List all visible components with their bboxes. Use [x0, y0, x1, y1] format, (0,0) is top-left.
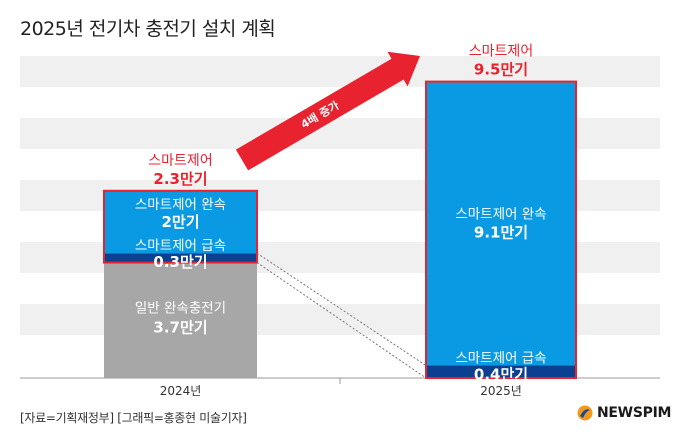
total-label-value: 2.3만기: [153, 170, 207, 188]
total-label-value: 9.5만기: [474, 61, 528, 79]
bar-smart-slow-2024년: [104, 190, 257, 254]
growth-arrow: [235, 51, 420, 171]
segment-label-name: 스마트제어 급속: [455, 351, 546, 367]
segment-label-name: 일반 완속충전기: [135, 300, 226, 316]
segment-label-name: 스마트제어 완속: [455, 207, 546, 223]
chart-title: 2025년 전기차 충전기 설치 계획: [20, 18, 276, 40]
segment-label-value: 0.4만기: [474, 366, 528, 384]
newspim-logo-text: NEWSPIM: [597, 405, 672, 421]
bar-general-slow-2024년: [104, 262, 257, 378]
segment-label-value: 2만기: [161, 213, 199, 231]
segment-label-value: 3.7만기: [153, 318, 207, 336]
total-label-name: 스마트제어: [148, 153, 212, 169]
bar-smart-fast-2024년: [104, 253, 257, 263]
x-tick-label: 2025년: [480, 384, 522, 398]
source-credit: [자료=기획재정부] [그래픽=홍종현 미술기자]: [20, 411, 247, 425]
smart-control-outline-2024년: [103, 189, 258, 264]
newspim-logo-icon: [577, 405, 593, 421]
total-label-name: 스마트제어: [469, 44, 533, 60]
segment-label-value: 9.1만기: [474, 224, 528, 242]
smart-control-outline-2025년: [425, 80, 577, 379]
connector-dotted-line: [256, 252, 427, 366]
segment-label-name: 스마트제어 급속: [135, 238, 226, 254]
bar-smart-slow-2025년: [426, 81, 576, 366]
segment-label-value: 0.3만기: [153, 253, 207, 271]
newspim-logo: NEWSPIM: [577, 405, 671, 421]
bar-smart-fast-2025년: [426, 365, 576, 378]
x-tick-label: 2024년: [160, 384, 202, 398]
segment-label-name: 스마트제어 완속: [135, 197, 226, 213]
